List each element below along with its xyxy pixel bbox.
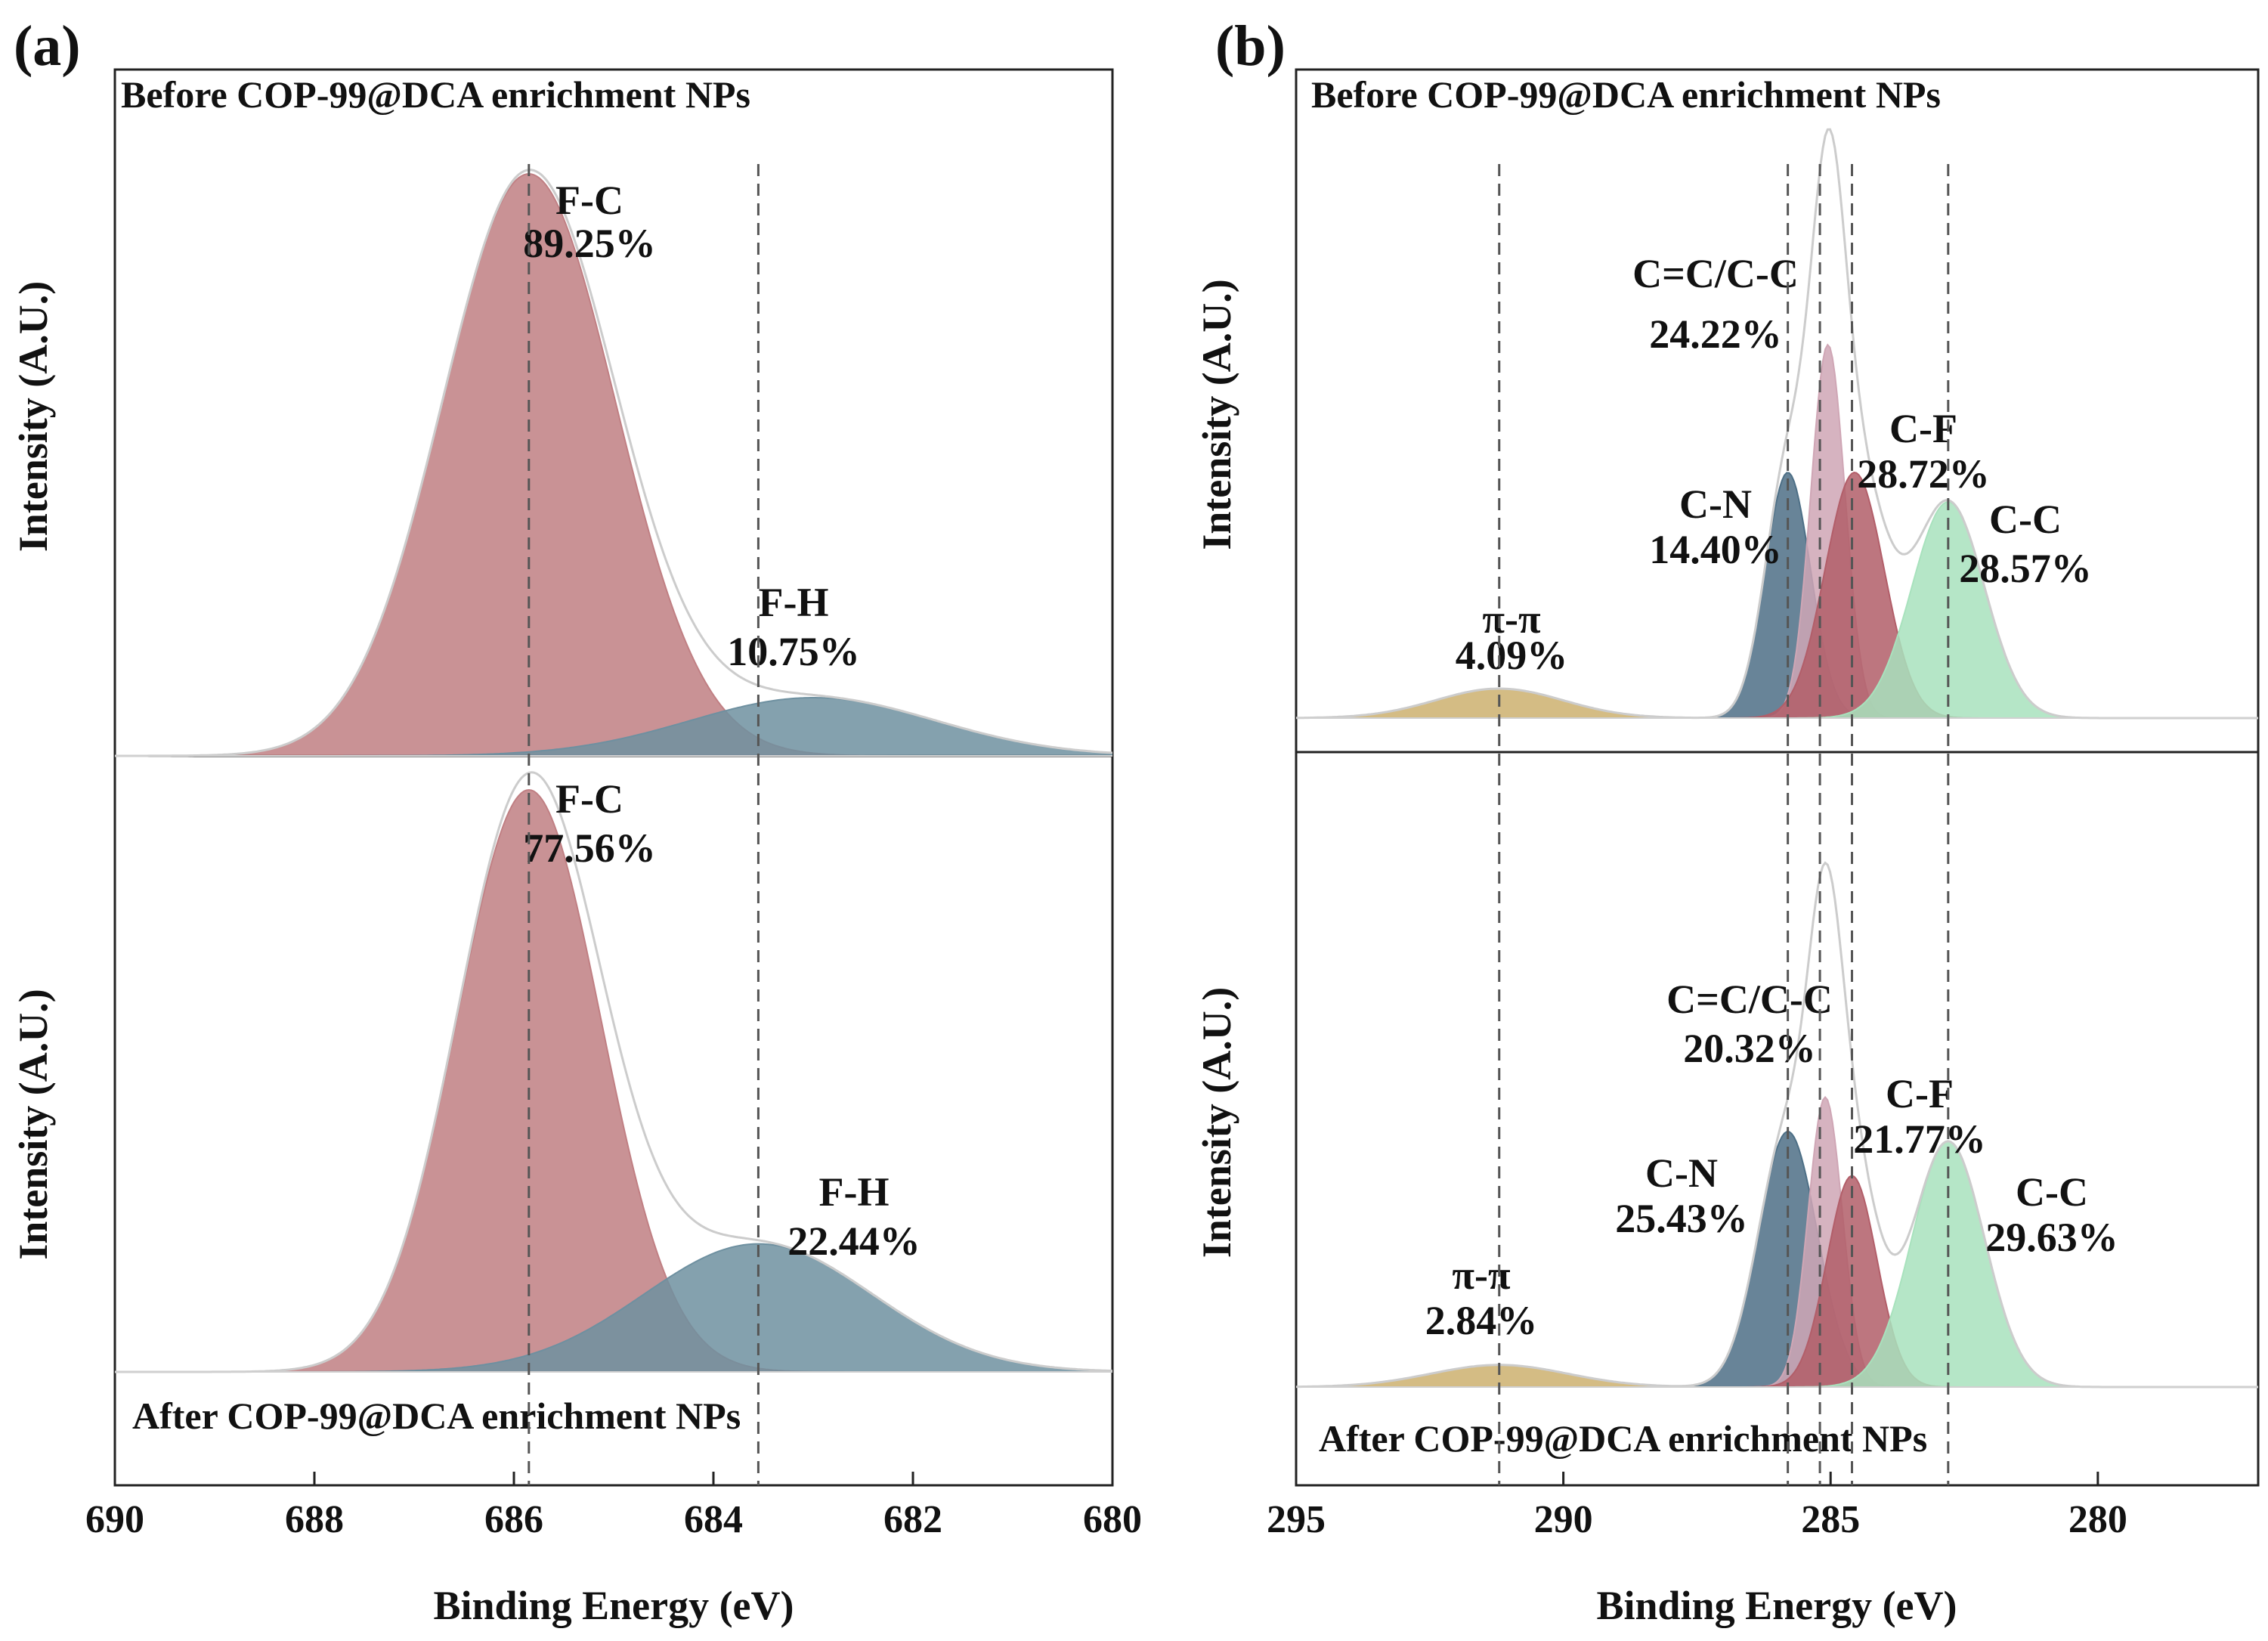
peak-name-label: F-H — [759, 580, 829, 625]
x-tick-label: 285 — [1801, 1498, 1860, 1541]
peak-percent-label: 22.44% — [787, 1218, 921, 1264]
spectrum-group — [1296, 128, 2258, 720]
panel-label: (b) — [1215, 14, 1286, 78]
peak-area-fc — [115, 788, 1112, 1373]
peak-name-label: π-π — [1452, 1252, 1511, 1298]
peak-name-label: C-N — [1645, 1150, 1718, 1196]
panel-frame — [113, 68, 1114, 1487]
peak-percent-label: 25.43% — [1615, 1196, 1748, 1241]
peak-percent-label: 29.63% — [1985, 1215, 2118, 1260]
peak-percent-label: 89.25% — [523, 221, 656, 266]
subplot-caption: After COP-99@DCA enrichment NPs — [1319, 1417, 1927, 1460]
subplot-caption: After COP-99@DCA enrichment NPs — [132, 1395, 741, 1437]
peak-name-label: C-C — [1989, 497, 2062, 542]
spectrum-group — [115, 771, 1112, 1373]
spectrum-group — [1296, 861, 2258, 1389]
x-tick-label: 686 — [484, 1498, 543, 1541]
peak-percent-label: 10.75% — [727, 629, 860, 674]
x-tick-label: 684 — [684, 1498, 743, 1541]
peak-area-cn — [1296, 472, 2258, 719]
x-tick-label: 680 — [1083, 1498, 1142, 1541]
spectrum-group — [115, 169, 1112, 757]
peak-percent-label: 2.84% — [1425, 1298, 1538, 1343]
x-tick-label: 290 — [1534, 1498, 1593, 1541]
peak-percent-label: 20.32% — [1683, 1026, 1816, 1071]
peak-name-label: π-π — [1482, 596, 1541, 642]
panel-label: (a) — [14, 14, 81, 78]
peak-percent-label: 24.22% — [1649, 311, 1782, 357]
envelope-curve — [115, 169, 1112, 757]
peak-percent-label: 21.77% — [1853, 1116, 1986, 1162]
peak-percent-label: 28.72% — [1857, 451, 1990, 497]
peak-percent-label: 77.56% — [523, 825, 656, 871]
peak-percent-label: 4.09% — [1456, 633, 1568, 678]
peak-percent-label: 14.40% — [1649, 527, 1782, 572]
subplot-caption: Before COP-99@DCA enrichment NPs — [121, 73, 750, 116]
x-tick-label: 280 — [2068, 1498, 2127, 1541]
peak-name-label: C-F — [1889, 406, 1957, 451]
peak-name-label: F-H — [819, 1169, 890, 1215]
peak-name-label: C-F — [1886, 1071, 1954, 1116]
y-axis-title: Intensity (A.U.) — [11, 989, 56, 1260]
y-axis-title: Intensity (A.U.) — [11, 281, 56, 553]
subplot-caption: Before COP-99@DCA enrichment NPs — [1311, 73, 1941, 116]
peak-name-label: C-C — [2016, 1169, 2088, 1215]
envelope-curve — [115, 771, 1112, 1373]
x-tick-label: 688 — [285, 1498, 344, 1541]
y-axis-title: Intensity (A.U.) — [1194, 279, 1239, 550]
x-axis-title: Binding Energy (eV) — [433, 1583, 794, 1628]
peak-name-label: C=C/C-C — [1666, 977, 1833, 1022]
x-tick-label: 690 — [85, 1498, 144, 1541]
x-tick-label: 682 — [883, 1498, 942, 1541]
x-axis-title: Binding Energy (eV) — [1596, 1583, 1957, 1628]
peak-name-label: F-C — [555, 776, 623, 822]
panel-frame — [1295, 68, 2260, 1487]
peak-name-label: C=C/C-C — [1632, 251, 1799, 296]
y-axis-title: Intensity (A.U.) — [1194, 987, 1239, 1259]
peak-percent-label: 28.57% — [1959, 546, 2092, 591]
peak-name-label: C-N — [1679, 481, 1752, 527]
peak-name-label: F-C — [555, 178, 623, 223]
x-tick-label: 295 — [1267, 1498, 1326, 1541]
